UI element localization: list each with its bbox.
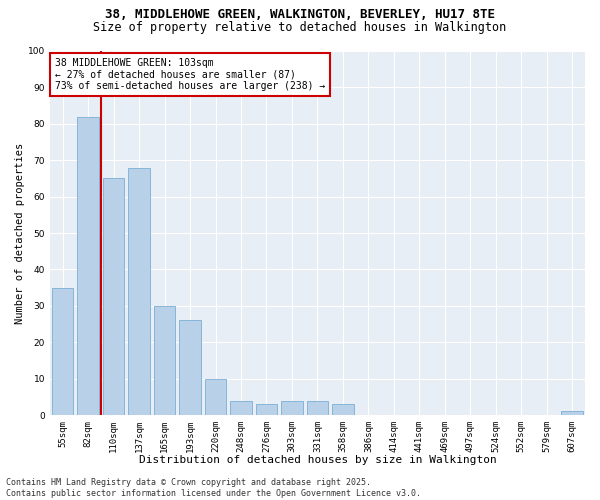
Y-axis label: Number of detached properties: Number of detached properties (15, 142, 25, 324)
Bar (52, 288, 73, 415)
Bar (562, 412, 583, 415)
Bar (230, 400, 252, 415)
Text: 38 MIDDLEHOWE GREEN: 103sqm
← 27% of detached houses are smaller (87)
73% of sem: 38 MIDDLEHOWE GREEN: 103sqm ← 27% of det… (55, 58, 325, 92)
Bar (332, 404, 354, 415)
Bar (205, 378, 226, 415)
Bar (128, 168, 150, 415)
Text: Contains HM Land Registry data © Crown copyright and database right 2025.
Contai: Contains HM Land Registry data © Crown c… (6, 478, 421, 498)
Text: Size of property relative to detached houses in Walkington: Size of property relative to detached ho… (94, 21, 506, 34)
Bar (256, 404, 277, 415)
Bar (281, 400, 303, 415)
Bar (154, 306, 175, 415)
Text: 38, MIDDLEHOWE GREEN, WALKINGTON, BEVERLEY, HU17 8TE: 38, MIDDLEHOWE GREEN, WALKINGTON, BEVERL… (105, 8, 495, 20)
Bar (77, 116, 99, 415)
Bar (179, 320, 201, 415)
X-axis label: Distribution of detached houses by size in Walkington: Distribution of detached houses by size … (139, 455, 496, 465)
Bar (103, 178, 124, 415)
Bar (307, 400, 328, 415)
